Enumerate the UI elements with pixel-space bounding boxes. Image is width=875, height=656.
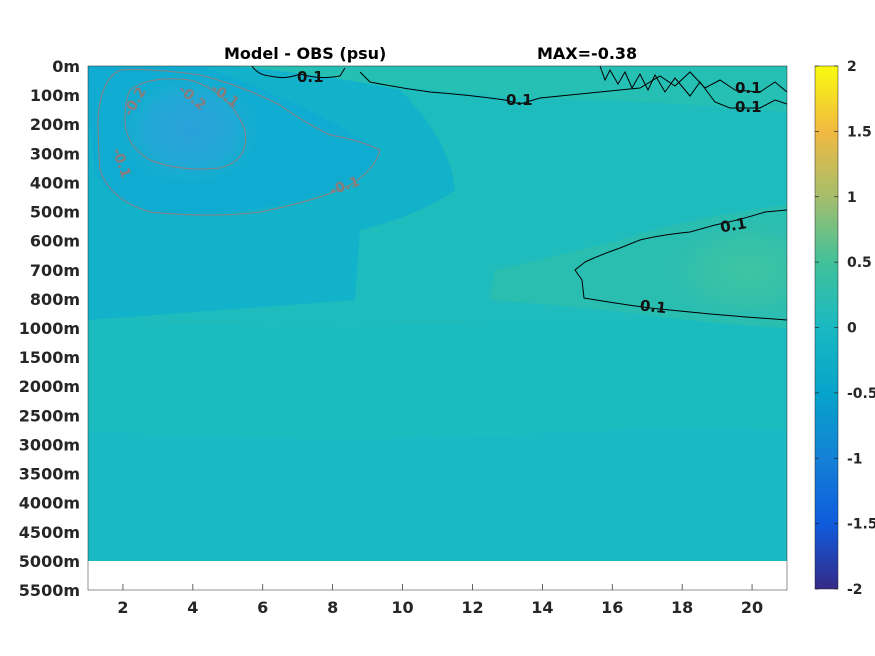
x-tick-label: 10: [391, 598, 413, 617]
chart-title: Model - OBS (psu): [224, 44, 386, 63]
y-tick-label: 600m: [30, 232, 80, 251]
colorbar-ticks: [815, 65, 838, 590]
y-tick-label: 5500m: [19, 581, 80, 600]
contour-label: 0.1: [719, 214, 748, 236]
y-tick-label: 800m: [30, 290, 80, 309]
y-tick-label: 300m: [30, 144, 80, 163]
colorbar-tick-label: -1.5: [847, 517, 875, 533]
contour-line-0.1-surface-2: [599, 66, 787, 109]
y-tick-label: 0m: [52, 57, 80, 76]
x-tick-label: 4: [187, 598, 198, 617]
y-tick-label: 2500m: [19, 406, 80, 425]
contour-line-0.1-surface-left: [251, 66, 346, 79]
no-data-region-below: [88, 561, 787, 590]
y-tick-label: 3000m: [19, 435, 80, 454]
contour-field: [88, 66, 787, 561]
field-deep-band: [88, 427, 787, 561]
x-tick-label: 12: [461, 598, 483, 617]
colorbar-tick-label: 1: [847, 190, 857, 206]
x-tick-label: 18: [671, 598, 693, 617]
x-tick-label: 14: [531, 598, 553, 617]
x-tick-label: 6: [257, 598, 268, 617]
y-tick-label: 700m: [30, 261, 80, 280]
contour-line-neg-0.2: [124, 78, 247, 170]
y-tick-label: 1500m: [19, 348, 80, 367]
y-tick-label: 3500m: [19, 465, 80, 484]
colorbar-tick-label: -2: [847, 582, 863, 598]
contour-label: 0.1: [735, 79, 762, 97]
contour-label: 0.1: [735, 98, 762, 116]
contour-label: 0.1: [639, 296, 667, 317]
y-tick-label: 4500m: [19, 523, 80, 542]
y-tick-label: 500m: [30, 203, 80, 222]
contour-line-0.1-right: [574, 209, 787, 321]
y-tick-label: 5000m: [19, 552, 80, 571]
field-positive-core: [640, 215, 787, 325]
x-tick-label: 8: [327, 598, 338, 617]
y-tick-label: 2000m: [19, 377, 80, 396]
field-surface-band: [230, 66, 787, 112]
max-annotation: MAX=-0.38: [537, 44, 637, 63]
colorbar-tick-label: 0: [847, 321, 857, 337]
colorbar-tick-label: -1: [847, 451, 863, 467]
x-tick-label: 2: [117, 598, 128, 617]
y-tick-label: 4000m: [19, 494, 80, 513]
x-tick-label: 20: [741, 598, 763, 617]
y-tick-label: 400m: [30, 173, 80, 192]
x-tick-labels: 2 4 6 8 10 12 14 16 18 20: [117, 598, 763, 617]
contour-label: 0.1: [297, 68, 324, 86]
field-negative-core: [120, 75, 260, 185]
y-tick-label: 1000m: [19, 319, 80, 338]
colorbar-tick-label: -0.5: [847, 386, 875, 402]
y-tick-label: 200m: [30, 115, 80, 134]
contour-line-neg-0.1: [97, 69, 381, 216]
x-tick-label: 16: [601, 598, 623, 617]
y-tick-label: 100m: [30, 86, 80, 105]
y-tick-labels: 0m 100m 200m 300m 400m 500m 600m 700m 800m 1000m 1…: [19, 57, 80, 600]
x-tick-marks: [122, 584, 753, 590]
contour-lines: [97, 66, 787, 321]
colorbar-tick-label: 0.5: [847, 255, 872, 271]
axes-frame: [87, 65, 788, 591]
colorbar-tick-label: 1.5: [847, 124, 872, 140]
contour-label: 0.1: [506, 91, 533, 109]
colorbar-tick-label: 2: [847, 59, 857, 75]
field-mid-band: [88, 319, 787, 439]
colorbar-labels: 2 1.5 1 0.5 0 -0.5 -1 -1.5 -2: [847, 59, 875, 598]
contour-line-0.1-surface: [359, 71, 787, 105]
